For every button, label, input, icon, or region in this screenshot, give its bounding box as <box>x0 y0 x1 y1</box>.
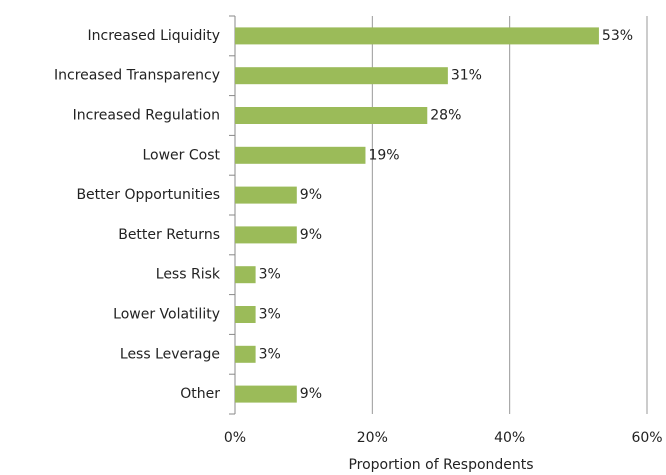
value-label: 9% <box>300 386 322 402</box>
value-label: 9% <box>300 187 322 203</box>
y-tick-label: Lower Volatility <box>113 307 220 323</box>
y-tick-label: Less Risk <box>156 267 221 283</box>
value-label: 9% <box>300 227 322 243</box>
y-tick-label: Increased Liquidity <box>88 28 220 44</box>
x-tick-label: 60% <box>631 430 662 446</box>
bar <box>235 67 448 85</box>
y-tick-label: Better Returns <box>118 227 220 243</box>
y-tick-label: Increased Regulation <box>73 108 220 124</box>
bar <box>235 27 599 45</box>
value-label: 28% <box>430 108 461 124</box>
y-tick-label: Lower Cost <box>142 147 220 163</box>
value-label: 53% <box>602 28 633 44</box>
x-tick-label: 20% <box>357 430 388 446</box>
y-tick-label: Less Leverage <box>120 346 220 362</box>
value-label: 3% <box>259 267 281 283</box>
bar <box>235 266 256 284</box>
value-label: 19% <box>368 147 399 163</box>
x-axis-label: Proportion of Respondents <box>348 457 533 473</box>
bar <box>235 146 366 164</box>
bar <box>235 385 297 403</box>
value-label: 3% <box>259 346 281 362</box>
x-tick-label: 0% <box>224 430 246 446</box>
y-tick-label: Increased Transparency <box>54 68 220 84</box>
bar <box>235 107 428 124</box>
bar <box>235 345 256 363</box>
value-label: 31% <box>451 68 482 84</box>
y-tick-label: Better Opportunities <box>76 187 220 203</box>
value-label: 3% <box>259 307 281 323</box>
bar <box>235 306 256 323</box>
y-tick-label: Other <box>180 386 220 402</box>
x-tick-label: 40% <box>494 430 525 446</box>
bar <box>235 186 297 204</box>
bar <box>235 226 297 244</box>
